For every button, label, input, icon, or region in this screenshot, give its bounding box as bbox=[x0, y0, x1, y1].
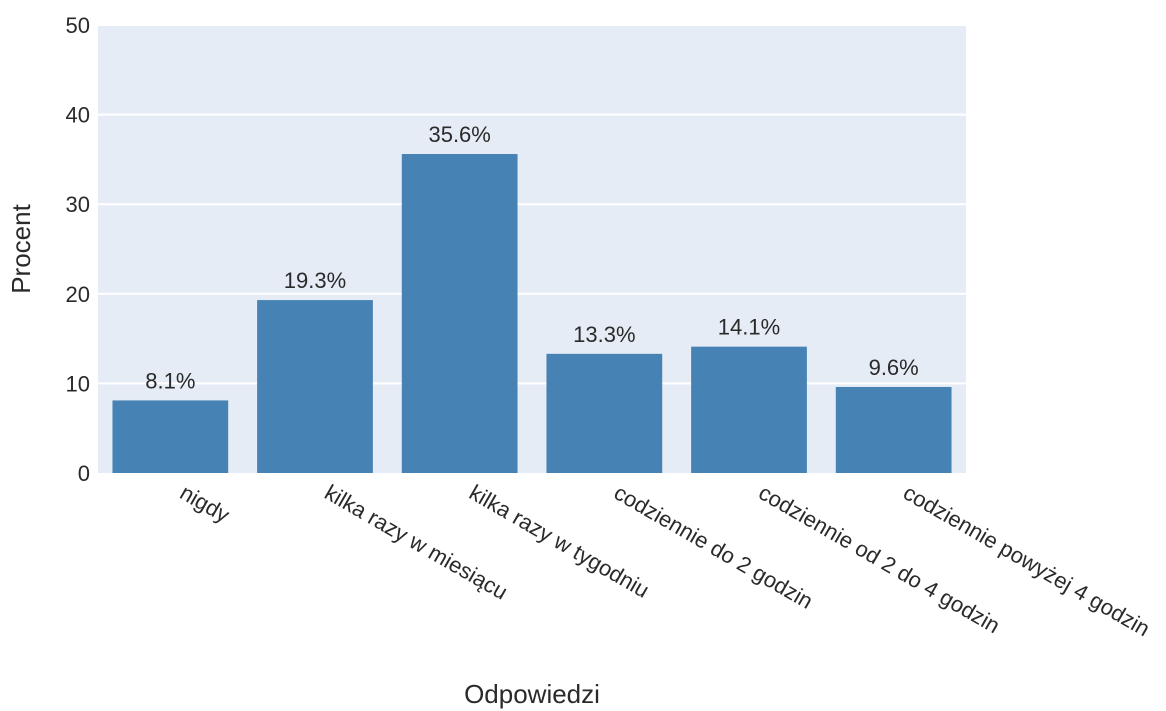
y-tick-label: 10 bbox=[66, 371, 90, 396]
x-axis-title: Odpowiedzi bbox=[464, 679, 600, 709]
bar-value-labels: 8.1% 19.3% 35.6% 13.3% 14.1% 9.6% bbox=[145, 122, 918, 393]
y-tick-label: 20 bbox=[66, 282, 90, 307]
y-axis-title: Procent bbox=[6, 203, 36, 293]
x-tick-label: codziennie od 2 do 4 godzin bbox=[755, 480, 1005, 639]
plot-background bbox=[98, 25, 966, 473]
y-tick-label: 0 bbox=[78, 461, 90, 486]
bar bbox=[691, 346, 807, 473]
bar-value-label: 9.6% bbox=[869, 355, 919, 380]
bar bbox=[546, 353, 663, 473]
x-tick-label: codziennie powyżej 4 godzin bbox=[899, 480, 1154, 642]
bar-value-label: 19.3% bbox=[284, 268, 346, 293]
y-axis-ticks: 0 10 20 30 40 50 bbox=[66, 13, 90, 486]
bar bbox=[401, 154, 518, 474]
y-tick-label: 50 bbox=[66, 13, 90, 38]
bar bbox=[257, 300, 373, 473]
bar-value-label: 35.6% bbox=[428, 122, 490, 147]
bars bbox=[112, 154, 952, 474]
x-tick-label: nigdy bbox=[176, 480, 234, 528]
y-tick-label: 40 bbox=[66, 103, 90, 128]
bar-value-label: 14.1% bbox=[718, 315, 780, 340]
bar bbox=[112, 400, 229, 473]
bar-value-label: 8.1% bbox=[145, 368, 195, 393]
y-tick-label: 30 bbox=[66, 192, 90, 217]
gridlines bbox=[98, 24, 966, 385]
bar bbox=[835, 386, 952, 473]
bar-value-label: 13.3% bbox=[573, 322, 635, 347]
